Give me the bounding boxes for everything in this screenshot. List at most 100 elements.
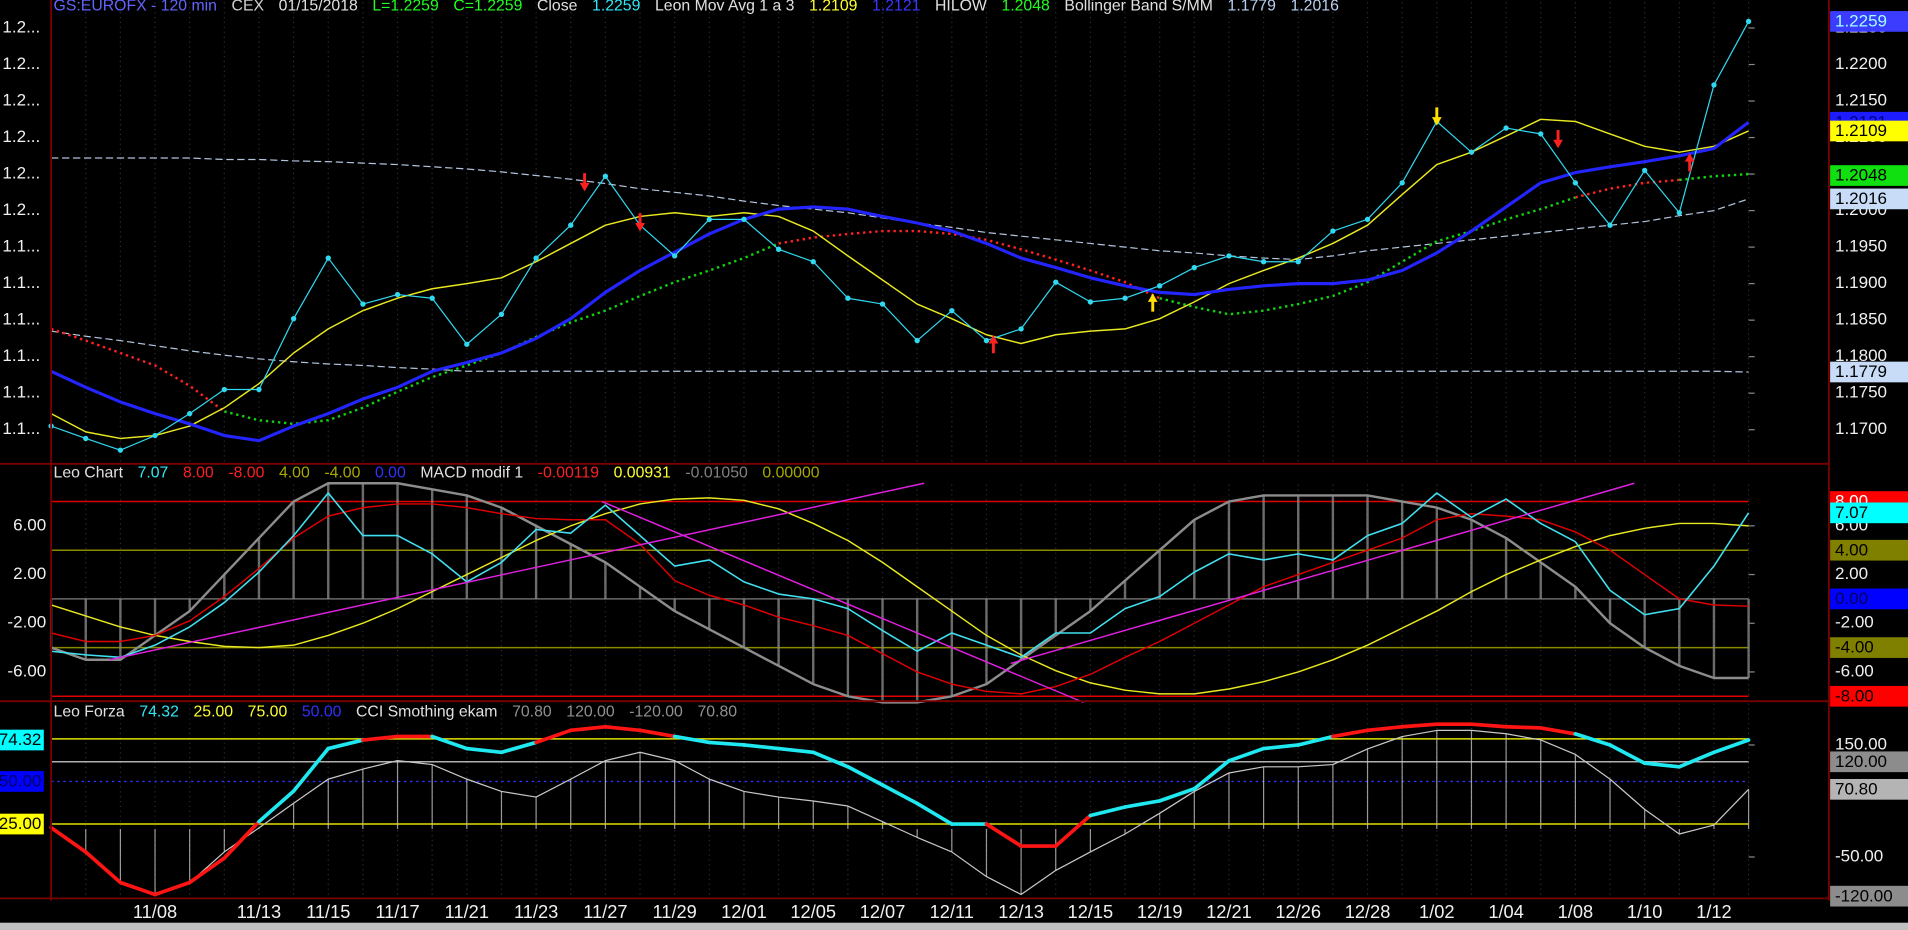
signal-arrow: [988, 334, 999, 354]
data-point: [1226, 253, 1232, 259]
value-badge: [0, 813, 44, 835]
header-text: 1.2109: [809, 0, 858, 14]
value-badge: [0, 771, 44, 792]
y-tick-label: 1.1850: [1835, 310, 1887, 329]
data-point: [1330, 228, 1336, 234]
header-text: C=1.2259: [453, 0, 522, 14]
data-point: [394, 291, 401, 298]
data-point: [602, 173, 609, 179]
y-tick-label: 1.2150: [1835, 91, 1887, 110]
x-tick-label: 12/11: [930, 901, 974, 922]
value-badge: [1830, 502, 1908, 524]
value-badge: [1830, 588, 1908, 610]
indicator-segment: [915, 801, 954, 826]
data-point: [117, 447, 124, 453]
y-tick-label: -6.00: [1835, 661, 1874, 680]
indicator-segment: [742, 743, 781, 751]
data-point: [1260, 259, 1267, 265]
value-badge-label: 4.00: [1835, 540, 1868, 559]
data-point: [1364, 216, 1371, 223]
indicator-segment: [1469, 722, 1508, 729]
signal-arrow: [1553, 130, 1563, 149]
y-tick-label-left: 6.00: [13, 515, 46, 534]
header-text: 8.00: [183, 465, 214, 482]
value-badge-label: 70.80: [1835, 779, 1878, 798]
data-point: [256, 386, 262, 393]
indicator-segment: [776, 746, 816, 755]
header-text: Close: [537, 0, 578, 14]
header-text: 7.07: [138, 465, 169, 482]
value-badge: [1830, 361, 1908, 383]
indicator-segment: [1608, 743, 1647, 766]
y-tick-label: 1.1950: [1835, 237, 1887, 256]
indicator-segment: [153, 880, 192, 897]
y-tick-label: 1.1750: [1835, 383, 1887, 402]
histogram-line: [50, 729, 1750, 896]
x-tick-label: 11/13: [237, 901, 281, 922]
indicator-segment: [1227, 746, 1266, 763]
y-tick-label-left: 1.2...: [2, 164, 40, 183]
value-badge-label: 1.2048: [1835, 166, 1887, 185]
indicator-segment: [118, 880, 157, 897]
header-text: -0.01050: [685, 465, 748, 482]
data-point: [1087, 299, 1094, 305]
data-point: [533, 255, 539, 261]
indicator-segment: [49, 825, 88, 854]
indicator-segment: [1365, 724, 1404, 733]
data-point: [949, 307, 955, 314]
signal-arrow: [579, 173, 590, 192]
y-tick-label: 1.1800: [1835, 346, 1887, 365]
indicator-segment: [464, 746, 504, 755]
indicator-segment: [1538, 726, 1578, 736]
x-tick-label: 11/17: [375, 901, 419, 922]
data-point: [1018, 326, 1024, 332]
signal-arrow: [1684, 153, 1695, 172]
y-tick-label: 1.2200: [1835, 54, 1887, 73]
indicator-segment: [187, 856, 227, 885]
value-badge-label: 1.2016: [1835, 189, 1887, 208]
signal-arrow: [1431, 107, 1442, 126]
value-badge-label: 1.1779: [1835, 362, 1887, 381]
y-tick-label-left: -2.00: [7, 613, 46, 632]
data-point: [1053, 279, 1059, 285]
y-tick-label-left: -6.00: [7, 661, 46, 680]
data-point: [810, 259, 816, 265]
data-point: [1538, 131, 1544, 137]
data-point: [221, 386, 227, 393]
value-badge-label: 0.00: [1835, 589, 1868, 608]
header-text: 74.32: [139, 703, 179, 720]
header-text: 1.2259: [592, 0, 641, 14]
status-strip: [0, 922, 1908, 930]
header-text: -0.00119: [538, 465, 599, 482]
histogram-line: [50, 482, 1749, 704]
header-text: CCI Smothing ekam: [356, 703, 497, 720]
header-text: GS:EUROFX - 120 min: [54, 0, 217, 14]
header-text: HILOW: [935, 0, 987, 14]
header-text: 70.80: [697, 703, 737, 720]
indicator-segment: [1296, 734, 1335, 747]
y-tick-label: 1.1700: [1835, 419, 1887, 438]
data-point: [429, 295, 435, 301]
data-point: [1503, 125, 1509, 131]
header-text: 0.00000: [762, 465, 819, 482]
header-text: 01/15/2018: [279, 0, 358, 14]
y-tick-label-left: 1.1...: [2, 273, 40, 292]
data-point: [1156, 283, 1163, 289]
indicator-segment: [603, 724, 642, 733]
indicator-segment: [1331, 728, 1370, 739]
trendline: [601, 500, 1084, 704]
x-tick-label: 12/07: [860, 901, 906, 922]
header-text: 25.00: [194, 703, 234, 720]
header-text: 1.2121: [872, 0, 921, 14]
indicator-segment: [568, 724, 608, 733]
y-tick-label-left: 1.1...: [2, 383, 40, 402]
indicator-segment: [1712, 738, 1751, 755]
trendline: [109, 482, 925, 661]
indicator-segment: [326, 738, 365, 751]
value-badge: [1830, 637, 1908, 658]
header-text: 0.00931: [614, 465, 671, 482]
header-text: 0.00: [375, 465, 406, 482]
indicator-segment: [1123, 799, 1162, 809]
